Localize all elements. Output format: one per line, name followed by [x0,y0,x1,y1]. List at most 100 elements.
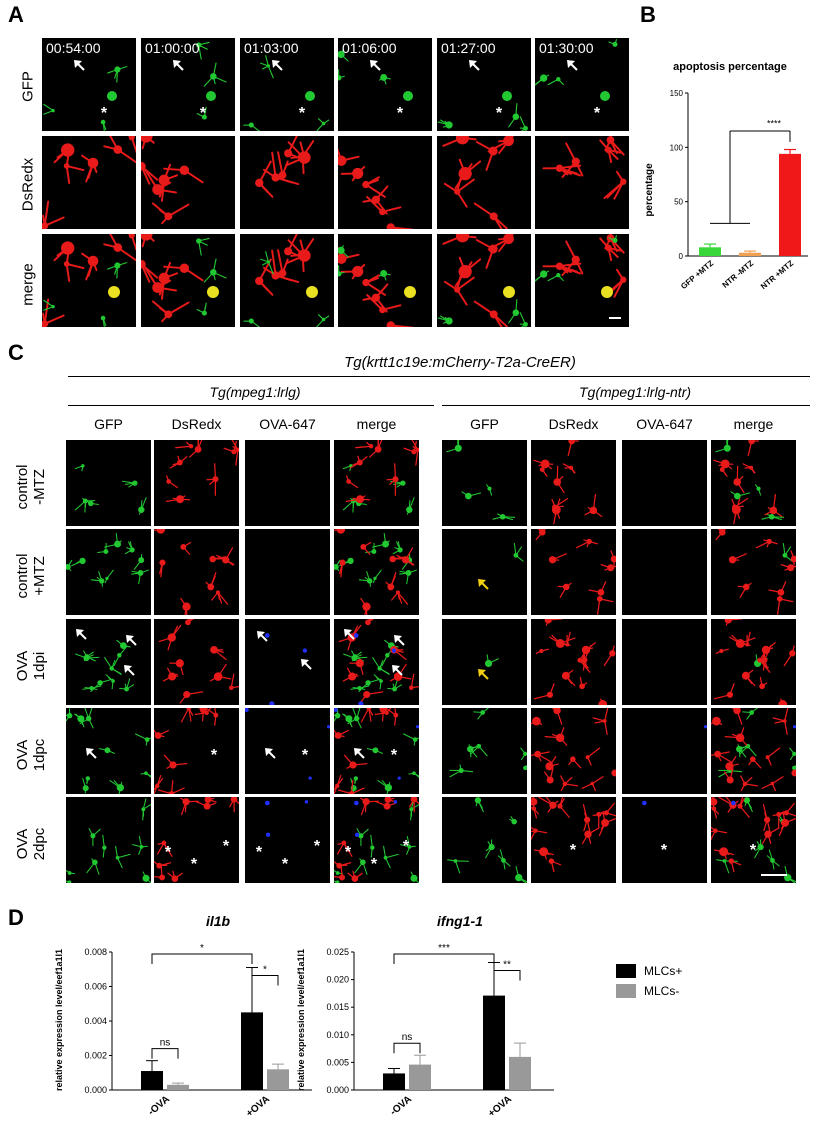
chart-b-title: apoptosis percentage [673,61,787,73]
panel-a-tile-dsredx-6 [535,136,629,229]
arrow-icon [126,635,137,646]
arrow-icon [370,60,381,71]
panel-a-row-label-gfp: GFP [19,71,37,102]
sig-bracket-right [251,975,279,986]
cell-shape [581,827,600,845]
cell-shape [531,826,548,841]
panel-letter-a: A [8,2,24,27]
cell-shape [519,116,528,131]
cell-shape [383,845,399,869]
cell-shape [468,743,488,757]
cell-shape [109,780,125,794]
cell-shape [509,816,517,825]
cell-shape [386,321,415,327]
asterisk-marker: * [165,844,172,861]
cell-shape [561,240,584,276]
cell-shape [339,559,346,578]
cell-shape [766,849,780,870]
arrow-icon [272,60,283,71]
cell-shape [122,480,138,488]
cell-shape [53,143,75,164]
cell-shape [533,459,554,470]
cell-shape [715,648,729,655]
cell-shape [203,258,227,283]
cell-shape [115,845,131,869]
cell-shape [728,553,747,564]
cell-shape [519,312,528,327]
cell-shape [287,140,315,175]
panel-c-tile-left-dsredx-row2 [154,529,239,615]
cell-shape [166,475,179,489]
cell-shape [378,74,391,85]
panel-c-group-right-line [442,405,810,406]
cell-shape [585,747,601,766]
panel-c-row-label-3: OVA 1dpi [14,631,48,701]
panel-c-tile-right-gfp-row4 [442,708,527,794]
cell-shape [42,298,65,327]
cell-shape [443,275,475,306]
panel-c-tile-left-merge-row1 [334,440,419,526]
cell-shape [379,708,388,722]
cell-shape [349,455,368,469]
cell-shape [98,747,115,754]
ova-dot [704,725,707,729]
cell-shape [229,797,239,813]
panel-c-row-label-4: OVA 1dpc [14,720,48,790]
cell-shape [544,727,568,746]
cell-shape [284,234,303,259]
cell-shape [100,315,107,327]
cell-shape [592,802,616,817]
cell-shape [260,55,274,79]
panel-c-tile-left-gfp-row1 [66,440,151,526]
cell-shape [603,170,627,200]
cell-shape [484,654,499,668]
panel-c-tile-right-merge-row5: * [711,797,796,883]
bar-+OVA-MLCs- [509,1056,531,1090]
chart-il1b-ylabel: relative expression level/eef1a1l1 [54,949,64,1091]
cell-shape [533,683,555,700]
panel-a-tile-dsredx-2 [141,136,235,229]
cell-shape [391,590,409,605]
cell-shape [90,678,113,693]
bar-+OVA-MLCs+ [241,1012,263,1090]
ova-dot [391,648,397,653]
row-label-line1: OVA [14,828,31,860]
asterisk-marker: * [397,105,404,122]
panel-c-tile-right-ova647-row5: * [622,797,707,883]
cell-shape [780,563,796,572]
cell-shape [228,673,239,691]
panel-letter-c: C [8,340,24,365]
cell-shape [562,463,576,474]
cell-shape [163,754,188,769]
asterisk-marker: * [391,747,398,764]
cell-shape [560,775,579,792]
cell-shape [761,642,776,659]
cell-shape [131,569,149,585]
row-label-line2: +MTZ [31,556,48,596]
y-tick-label: 0.005 [326,1057,349,1067]
cell-shape [711,750,732,763]
panel-c-group-left-line [68,405,434,406]
cell-shape [211,590,229,605]
y-tick-label: 150 [670,89,684,98]
y-tick-label: 100 [670,143,684,152]
x-tick-label: -OVA [146,1094,172,1118]
cell-shape [127,136,136,154]
timestamp-label: 01:06:00 [342,40,397,56]
cell-shape [180,708,194,723]
cell-shape [107,66,128,83]
ova-dot [334,708,338,712]
cell-shape [508,103,520,128]
cell-shape [582,804,591,832]
asterisk-marker: * [302,747,309,764]
cell-shape [792,764,796,771]
cell-shape [508,299,520,324]
cell-shape [377,780,393,794]
panel-c-tile-right-gfp-row3 [442,619,527,705]
cell-shape [370,834,375,858]
asterisk-marker: * [570,842,577,859]
cell-shape [262,151,300,186]
ova-dot [793,725,796,729]
cell-shape [169,659,184,676]
sig-bracket-right-label: * [263,965,267,976]
